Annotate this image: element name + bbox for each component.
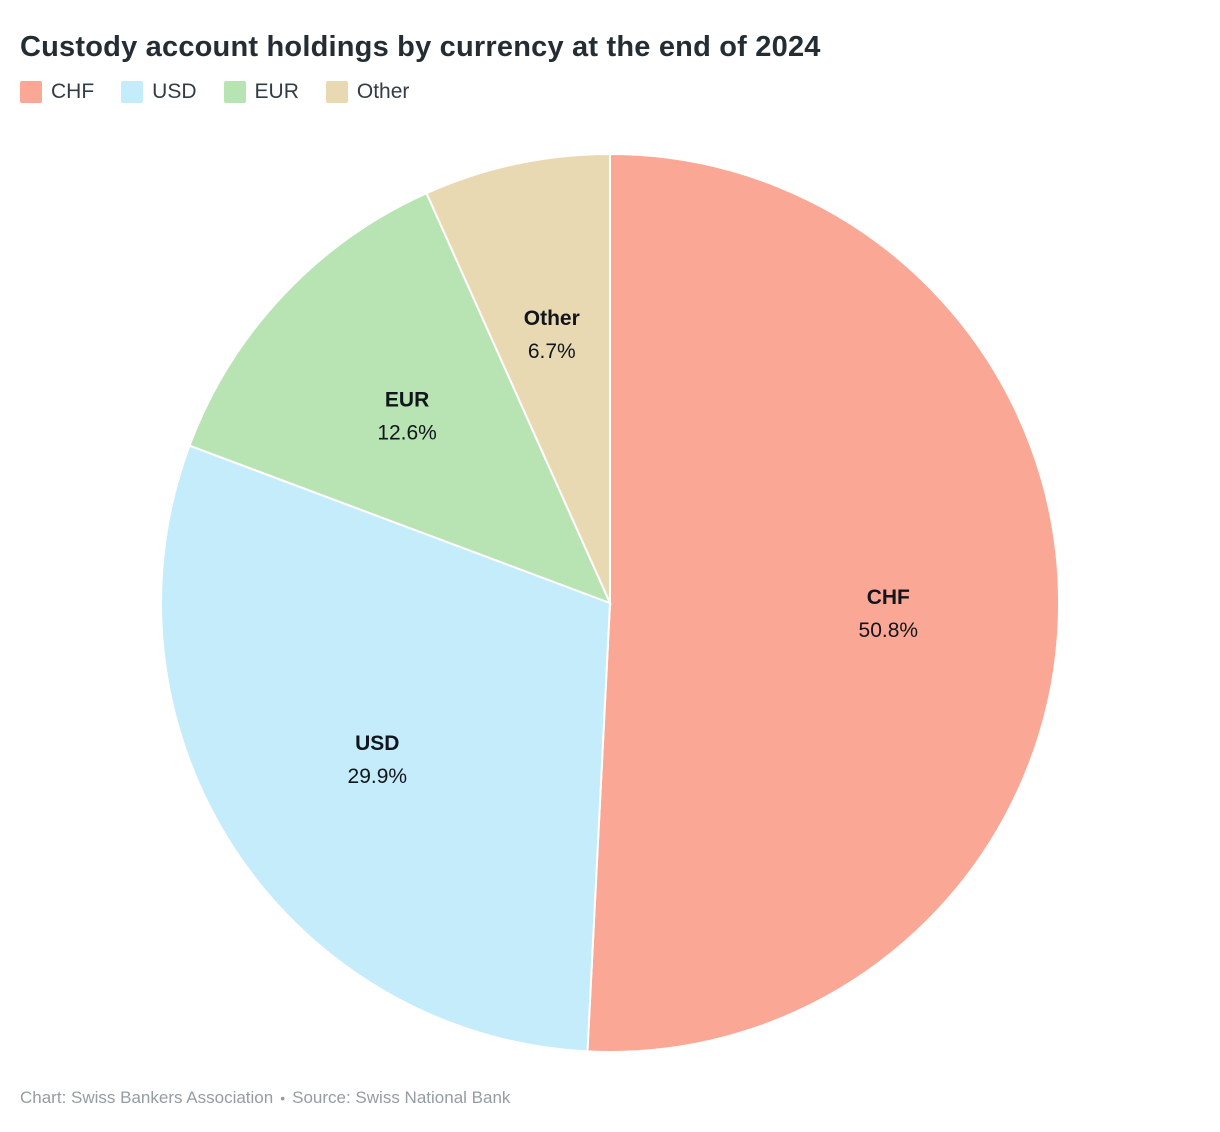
pie-label-value: 6.7% — [528, 340, 576, 363]
pie-label-chf: CHF 50.8% — [859, 586, 919, 642]
legend-item-usd: USD — [121, 80, 197, 104]
legend: CHF USD EUR Other — [20, 80, 409, 104]
pie-chart-svg: CHF 50.8% USD 29.9% EUR 12.6% Other 6.7% — [160, 152, 1061, 1053]
pie-slice-chf — [586, 152, 1061, 1053]
chart-source: Source: Swiss National Bank — [292, 1088, 511, 1107]
pie-slice-eur — [188, 191, 612, 605]
chart-footer: Chart: Swiss Bankers Association • Source:… — [20, 1088, 510, 1108]
legend-label-usd: USD — [152, 80, 197, 103]
legend-swatch-chf — [20, 81, 42, 103]
pie-slice-other — [425, 152, 611, 604]
page-title: Custody account holdings by currency at … — [20, 31, 821, 64]
pie-slice-usd — [160, 444, 612, 1053]
pie-label-name: Other — [524, 307, 580, 330]
legend-swatch-eur — [223, 81, 246, 103]
legend-label-other: Other — [356, 80, 410, 103]
pie-label-usd: USD 29.9% — [348, 732, 408, 788]
legend-swatch-usd — [121, 81, 144, 103]
legend-item-chf: CHF — [20, 80, 94, 104]
pie-label-name: USD — [355, 732, 399, 755]
pie-label-name: EUR — [385, 388, 429, 411]
pie-label-value: 12.6% — [377, 421, 437, 444]
pie-chart: CHF 50.8% USD 29.9% EUR 12.6% Other 6.7% — [0, 140, 1220, 1070]
pie-label-eur: EUR 12.6% — [377, 388, 437, 444]
footer-separator: • — [280, 1090, 286, 1106]
pie-label-value: 50.8% — [859, 619, 919, 642]
pie-label-other: Other 6.7% — [524, 307, 580, 363]
legend-swatch-other — [325, 81, 348, 103]
legend-label-chf: CHF — [51, 80, 95, 103]
legend-item-eur: EUR — [223, 80, 299, 104]
pie-label-name: CHF — [867, 586, 910, 609]
legend-label-eur: EUR — [254, 80, 299, 103]
legend-item-other: Other — [325, 80, 410, 104]
chart-credit: Chart: Swiss Bankers Association — [20, 1088, 274, 1107]
pie-label-value: 29.9% — [348, 765, 408, 788]
